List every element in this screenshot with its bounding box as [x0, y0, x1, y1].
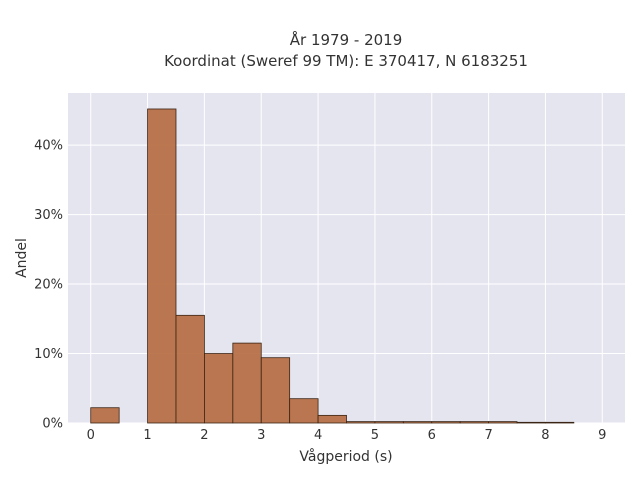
x-tick-label: 8 [541, 428, 549, 443]
histogram-bar [431, 421, 461, 424]
histogram-bar [516, 421, 546, 424]
x-axis-label: Vågperiod (s) [299, 448, 392, 465]
y-tick-label: 10% [34, 347, 63, 362]
histogram-bar [374, 421, 404, 424]
histogram-bar [232, 342, 262, 424]
x-axis-ticks: 0 1 2 3 4 5 6 7 8 9 [87, 428, 607, 443]
histogram-bar [289, 398, 319, 424]
x-tick-label: 3 [257, 428, 265, 443]
histogram-bar [147, 108, 177, 424]
chart-title-line2: Koordinat (Sweref 99 TM): E 370417, N 61… [164, 52, 528, 70]
y-tick-label: 40% [34, 139, 63, 154]
y-axis-ticks: 0% 10% 20% 30% 40% [34, 139, 63, 432]
x-tick-label: 2 [200, 428, 208, 443]
y-tick-label: 0% [42, 417, 63, 432]
histogram-bar [175, 314, 205, 424]
x-tick-label: 5 [371, 428, 379, 443]
histogram-bar [317, 414, 347, 424]
histogram-bar [402, 421, 433, 424]
y-tick-label: 30% [34, 208, 63, 223]
x-tick-label: 7 [484, 428, 492, 443]
y-tick-label: 20% [34, 278, 63, 293]
histogram-bar [260, 357, 291, 424]
bars [90, 108, 575, 424]
histogram-bar [346, 421, 376, 424]
histogram-bar [459, 421, 489, 424]
x-tick-label: 9 [598, 428, 606, 443]
histogram-bar [545, 421, 575, 424]
histogram-bar [90, 407, 120, 424]
x-tick-label: 0 [87, 428, 95, 443]
x-tick-label: 6 [428, 428, 436, 443]
x-tick-label: 1 [143, 428, 151, 443]
chart-title-line1: År 1979 - 2019 [290, 30, 403, 49]
y-axis-label: Andel [14, 238, 30, 278]
histogram-bar [204, 353, 234, 424]
x-tick-label: 4 [314, 428, 322, 443]
histogram-bar [488, 421, 518, 424]
